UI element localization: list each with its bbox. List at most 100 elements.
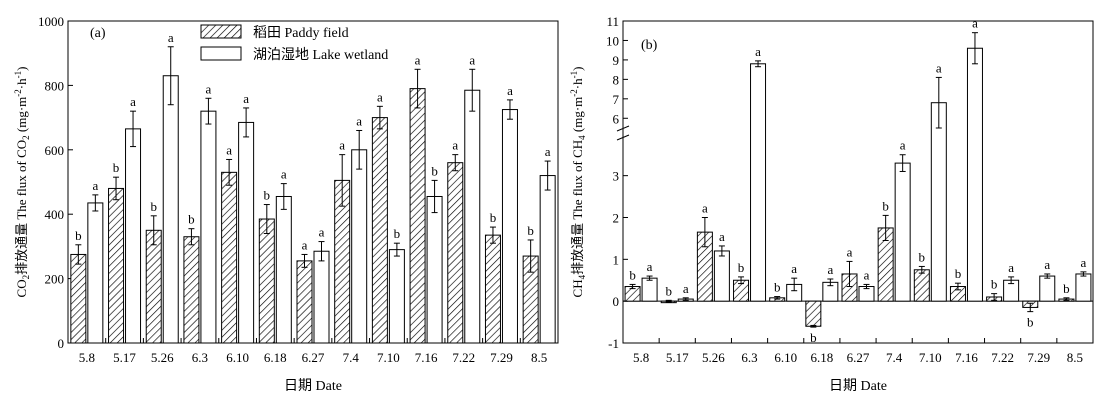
x-tick-label-ch4: 6.18 bbox=[810, 350, 833, 365]
bar-paddy bbox=[371, 117, 388, 344]
y-tick-label-co2: 800 bbox=[45, 78, 65, 93]
x-tick-label-co2: 7.16 bbox=[415, 350, 438, 365]
x-tick-label-ch4: 7.10 bbox=[919, 350, 942, 365]
y-tick-label-ch4: 1 bbox=[613, 252, 620, 267]
y-tick-label-ch4: 3 bbox=[613, 169, 620, 184]
bar-wetland bbox=[641, 277, 658, 302]
significance-letter: b bbox=[774, 280, 781, 295]
y-tick-label-ch4: 2 bbox=[613, 210, 620, 225]
y-tick-label-ch4: -1 bbox=[608, 336, 619, 351]
bar-paddy bbox=[913, 269, 930, 302]
bar-paddy bbox=[145, 229, 162, 344]
significance-letter: a bbox=[936, 60, 942, 75]
x-tick-label-co2: 7.22 bbox=[452, 350, 475, 365]
significance-letter: b bbox=[113, 160, 120, 175]
significance-letter: a bbox=[1081, 255, 1087, 270]
bar-wetland bbox=[1039, 275, 1056, 302]
y-tick-label-ch4: 6 bbox=[613, 111, 620, 126]
significance-letter: b bbox=[75, 228, 82, 243]
significance-letter: b bbox=[955, 266, 962, 281]
x-tick-label-co2: 5.26 bbox=[151, 350, 174, 365]
significance-letter: b bbox=[991, 277, 998, 292]
significance-letter: b bbox=[394, 226, 401, 241]
significance-letter: a bbox=[847, 244, 853, 259]
bar-wetland bbox=[966, 47, 983, 302]
significance-letter: b bbox=[810, 330, 817, 345]
bar-wetland bbox=[351, 149, 368, 344]
panel-label-b: (b) bbox=[641, 38, 658, 53]
bar-wetland bbox=[200, 110, 217, 344]
legend-swatch-wetland bbox=[200, 46, 242, 61]
bar-wetland bbox=[713, 250, 730, 302]
y-tick-label-co2: 1000 bbox=[38, 14, 64, 29]
significance-letter: a bbox=[1044, 257, 1050, 272]
significance-letter: a bbox=[702, 200, 708, 215]
significance-letter: b bbox=[1063, 281, 1070, 296]
x-tick-label-co2: 7.10 bbox=[377, 350, 400, 365]
x-tick-label-ch4: 7.29 bbox=[1027, 350, 1050, 365]
bar-wetland bbox=[238, 121, 255, 344]
bar-paddy bbox=[70, 253, 87, 344]
significance-letter: b bbox=[919, 249, 926, 264]
bar-wetland bbox=[162, 75, 179, 344]
significance-letter: a bbox=[92, 178, 98, 193]
panel-label-a: (a) bbox=[90, 26, 106, 41]
x-tick-label-co2: 5.17 bbox=[113, 350, 136, 365]
y-tick-label-co2: 400 bbox=[45, 207, 65, 222]
x-tick-label-ch4: 5.8 bbox=[633, 350, 649, 365]
significance-letter: b bbox=[527, 223, 534, 238]
significance-letter: a bbox=[243, 91, 249, 106]
y-axis-title-ch4: CH4排放通量 The flux of CH4 (mg·m-2·h-1) bbox=[569, 67, 587, 298]
significance-letter: a bbox=[972, 16, 978, 31]
y-axis-title-co2: CO2排放通量 The flux of CO2 (mg·m-2·h-1) bbox=[13, 67, 31, 298]
bar-paddy bbox=[296, 260, 313, 344]
bar-paddy bbox=[258, 218, 275, 344]
bar-wetland bbox=[426, 195, 443, 344]
bar-paddy bbox=[805, 300, 822, 327]
bar-wetland bbox=[750, 63, 767, 302]
plot-frame-ch4 bbox=[622, 20, 1094, 344]
x-tick-label-ch4: 5.26 bbox=[702, 350, 725, 365]
x-axis-title-co2: 日期 Date bbox=[284, 378, 342, 394]
y-tick-label-ch4: 10 bbox=[606, 33, 619, 48]
legend-label-paddy: 稻田 Paddy field bbox=[253, 25, 349, 41]
significance-letter: a bbox=[507, 83, 513, 98]
x-tick-label-co2: 5.8 bbox=[79, 350, 95, 365]
x-tick-label-ch4: 6.27 bbox=[847, 350, 870, 365]
bar-paddy bbox=[183, 236, 200, 344]
significance-letter: a bbox=[452, 138, 458, 153]
bar-wetland bbox=[539, 175, 556, 344]
x-tick-label-co2: 6.18 bbox=[264, 350, 287, 365]
significance-letter: b bbox=[738, 260, 745, 275]
significance-letter: a bbox=[415, 52, 421, 67]
x-tick-label-ch4: 7.22 bbox=[991, 350, 1014, 365]
bar-paddy bbox=[409, 88, 426, 344]
significance-letter: a bbox=[319, 225, 325, 240]
significance-letter: a bbox=[864, 267, 870, 282]
significance-letter: b bbox=[188, 212, 195, 227]
legend-swatch-paddy bbox=[200, 24, 242, 39]
bar-paddy bbox=[108, 187, 125, 344]
significance-letter: a bbox=[683, 281, 689, 296]
significance-letter: b bbox=[1027, 315, 1034, 330]
significance-letter: b bbox=[882, 198, 889, 213]
x-tick-label-ch4: 7.16 bbox=[955, 350, 978, 365]
x-tick-label-ch4: 6.3 bbox=[741, 350, 757, 365]
significance-letter: a bbox=[755, 44, 761, 59]
significance-letter: b bbox=[665, 283, 672, 298]
x-axis-title-ch4: 日期 Date bbox=[829, 378, 887, 394]
x-tick-label-co2: 6.3 bbox=[192, 350, 208, 365]
y-tick-label-co2: 200 bbox=[45, 272, 65, 287]
x-tick-label-co2: 6.10 bbox=[226, 350, 249, 365]
significance-letter: a bbox=[719, 229, 725, 244]
significance-letter: a bbox=[226, 142, 232, 157]
significance-letter: a bbox=[647, 259, 653, 274]
significance-letter: a bbox=[281, 167, 287, 182]
significance-letter: a bbox=[827, 262, 833, 277]
significance-letter: a bbox=[469, 52, 475, 67]
significance-letter: a bbox=[791, 261, 797, 276]
significance-letter: a bbox=[206, 81, 212, 96]
significance-letter: a bbox=[168, 30, 174, 45]
